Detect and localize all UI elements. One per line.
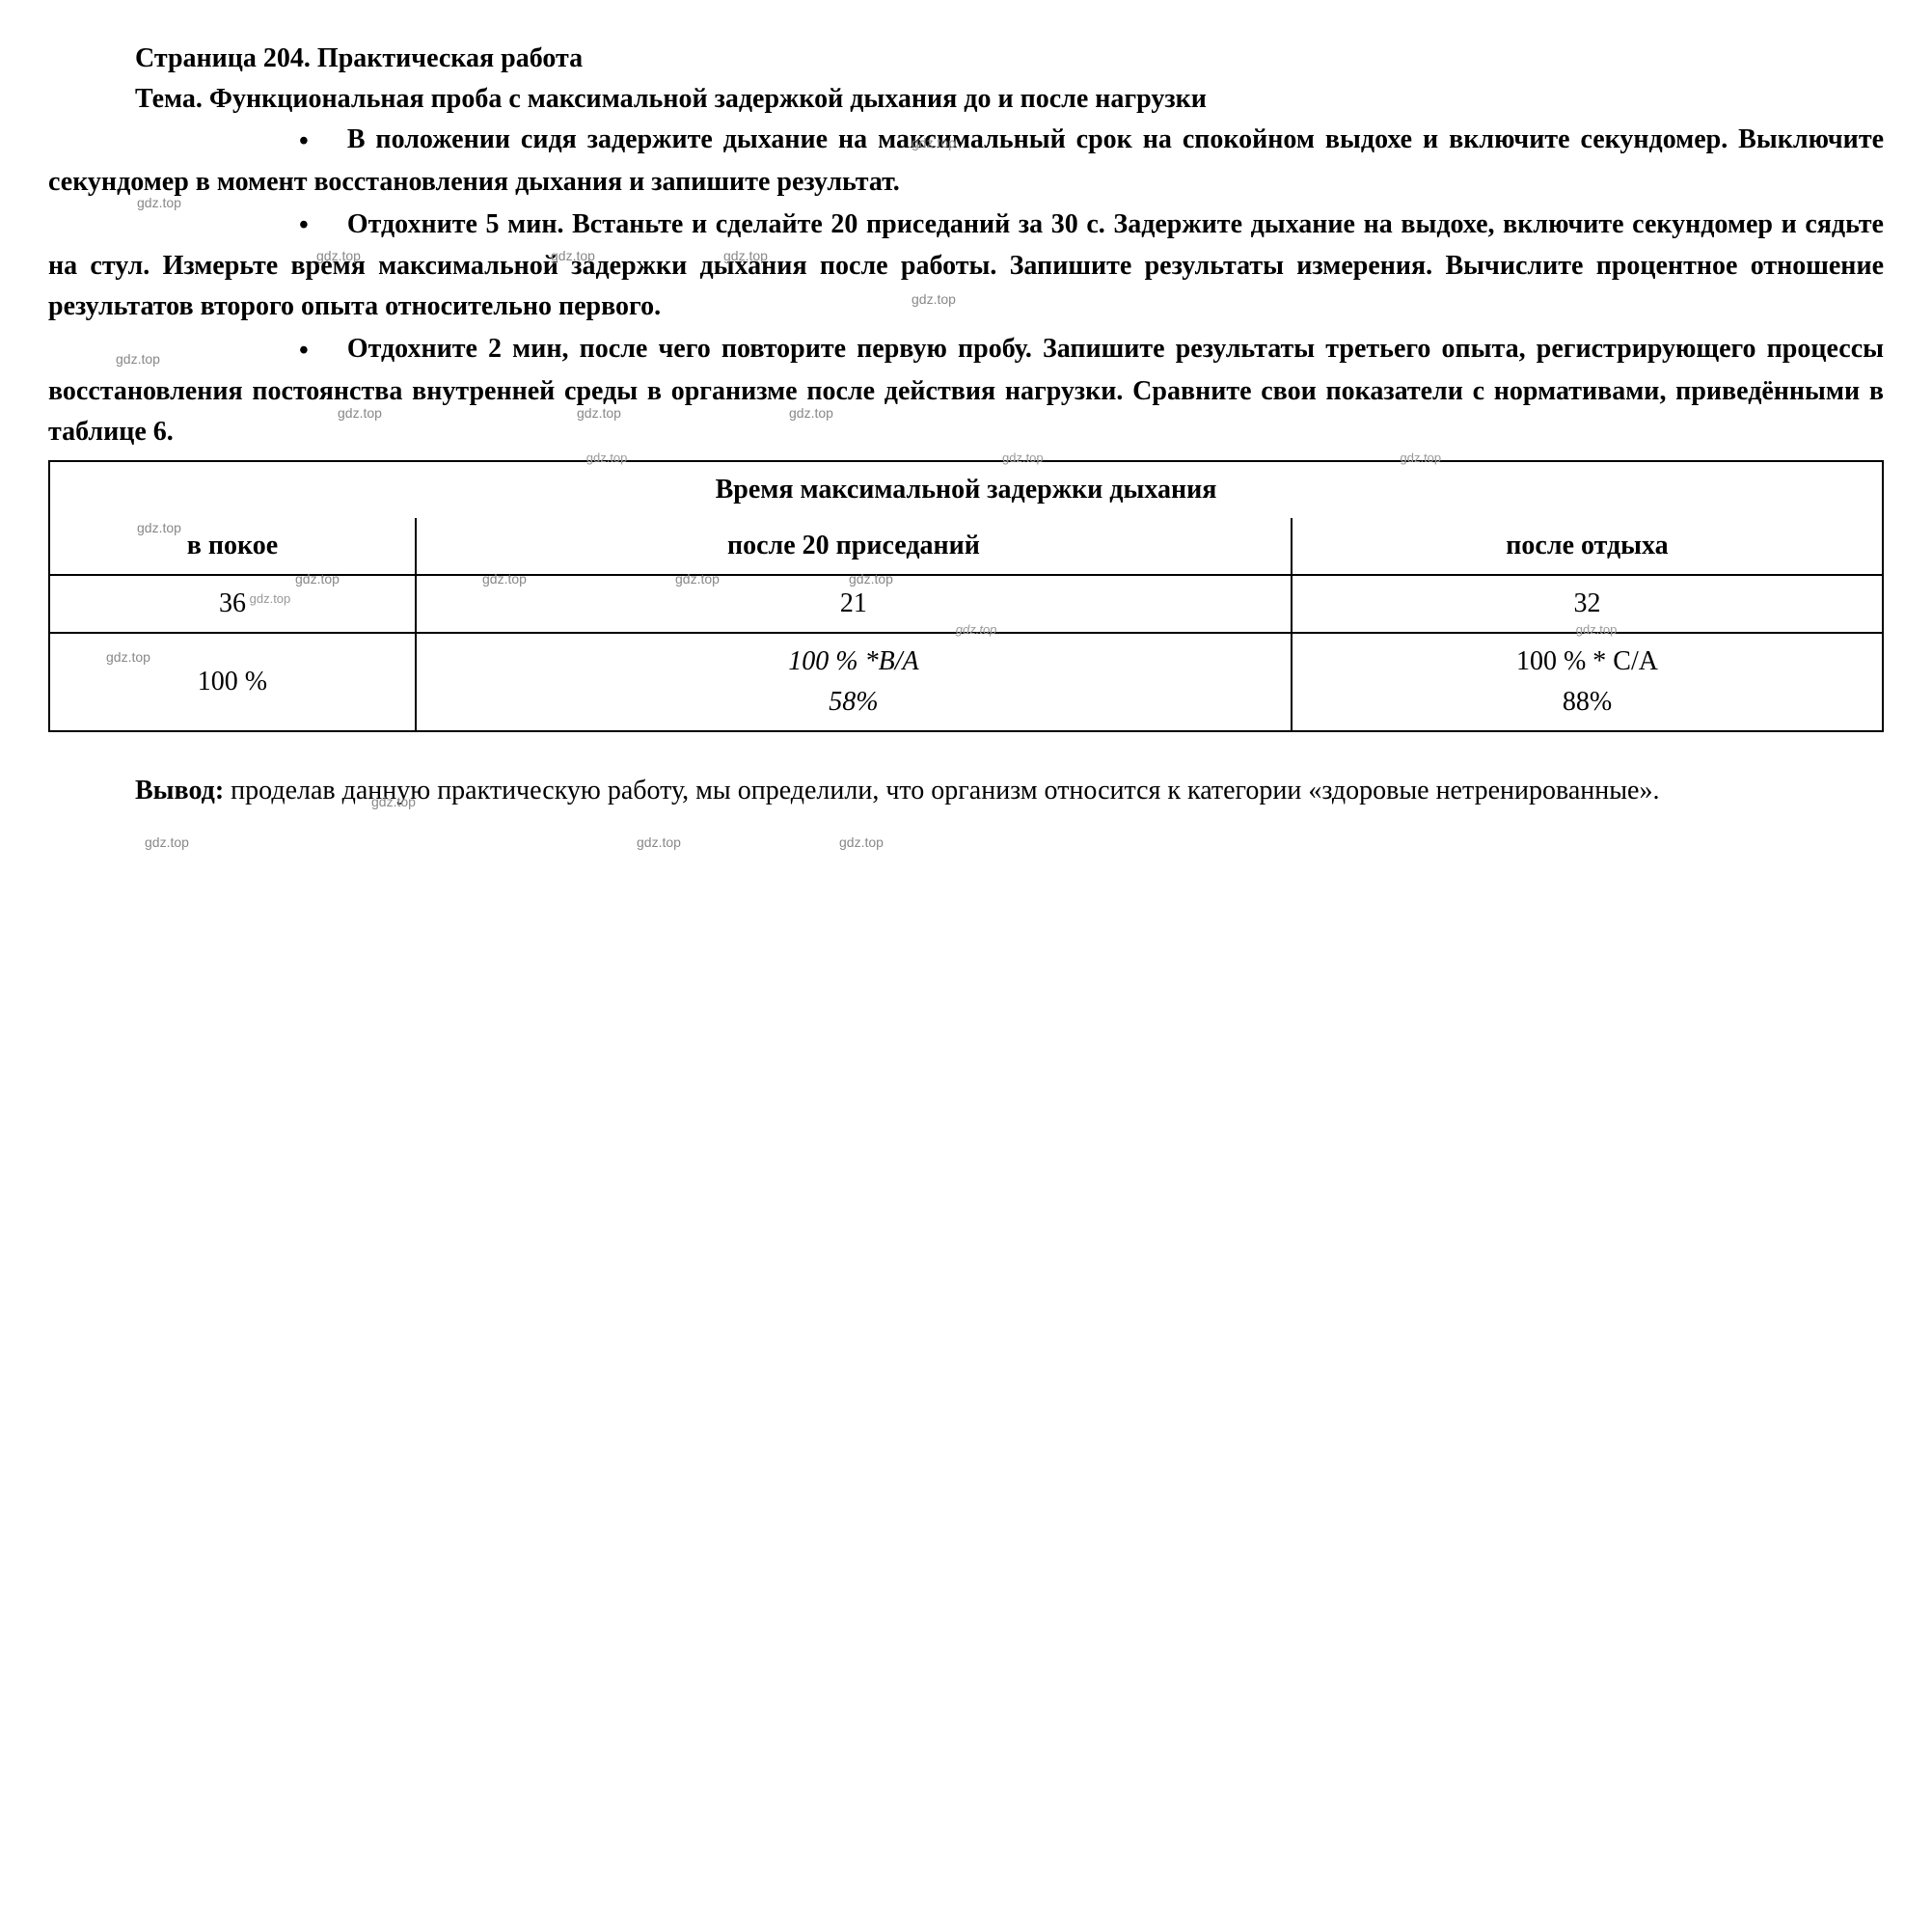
instruction-1-text: В положении сидя задержите дыхание на ма… (48, 124, 1884, 197)
conclusion-label: Вывод: (135, 776, 224, 805)
table-row: 100 % gdz.top 100 % *B/A 58% gdz.top 100… (49, 633, 1883, 731)
watermark: gdz.top (250, 589, 291, 609)
formula-result: 88% (1304, 682, 1870, 723)
results-table: Время максимальной задержки дыхания gdz.… (48, 460, 1884, 732)
conclusion-block: Вывод: проделав данную практическую рабо… (48, 771, 1884, 811)
instruction-2-text: Отдохните 5 мин. Встаньте и сделайте 20 … (48, 209, 1884, 322)
watermark: gdz.top (637, 833, 681, 853)
table-title-text: Время максимальной задержки дыхания (716, 475, 1217, 505)
table-cell-formula: gdz.top 100 % * C/A 88% (1292, 633, 1883, 731)
instruction-3: •Отдохните 2 мин, после чего повторите п… (48, 329, 1884, 452)
page-title: Страница 204. Практическая работа (48, 39, 1884, 79)
topic-text: Функциональная проба с максимальной заде… (209, 84, 1207, 114)
formula-text: 100 % * C/A (1304, 642, 1870, 682)
table-header-row: в покое после 20 приседаний после отдыха (49, 518, 1883, 575)
instruction-2: •Отдохните 5 мин. Встаньте и сделайте 20… (48, 205, 1884, 328)
table-header-2: после 20 приседаний (416, 518, 1292, 575)
document-content: Страница 204. Практическая работа Тема. … (48, 39, 1884, 452)
watermark: gdz.top (145, 833, 189, 853)
table-row: 36 gdz.top 21 32 (49, 575, 1883, 633)
topic-label: Тема. (135, 84, 203, 114)
formula-text: 100 % *B/A (428, 642, 1279, 682)
conclusion-text: проделав данную практическую работу, мы … (231, 776, 1659, 805)
table-cell-formula: gdz.top 100 % *B/A 58% (416, 633, 1292, 731)
table-cell: 32 (1292, 575, 1883, 633)
instruction-1: •В положении сидя задержите дыхание на м… (48, 120, 1884, 203)
topic-line: Тема. Функциональная проба с максимально… (48, 79, 1884, 120)
table-header-1: в покое (49, 518, 416, 575)
instruction-3-text: Отдохните 2 мин, после чего повторите пе… (48, 334, 1884, 447)
bullet-icon: • (174, 122, 309, 162)
table-title-row: Время максимальной задержки дыхания gdz.… (49, 461, 1883, 518)
table-title: Время максимальной задержки дыхания gdz.… (49, 461, 1883, 518)
watermark: gdz.top (839, 833, 884, 853)
table-cell: 36 gdz.top (49, 575, 416, 633)
formula-result: 58% (428, 682, 1279, 723)
table-header-3: после отдыха (1292, 518, 1883, 575)
table-cell: 21 (416, 575, 1292, 633)
bullet-icon: • (174, 331, 309, 371)
conclusion: Вывод: проделав данную практическую рабо… (48, 771, 1884, 811)
cell-value: 36 (219, 588, 246, 618)
table-cell: 100 % (49, 633, 416, 731)
bullet-icon: • (174, 205, 309, 246)
